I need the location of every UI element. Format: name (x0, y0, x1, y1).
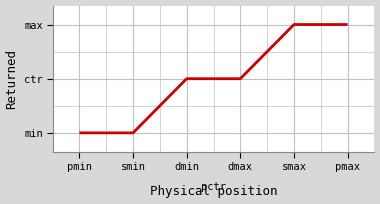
X-axis label: Physical position: Physical position (150, 185, 277, 198)
Y-axis label: Returned: Returned (6, 49, 19, 109)
Text: pctr: pctr (201, 182, 226, 192)
